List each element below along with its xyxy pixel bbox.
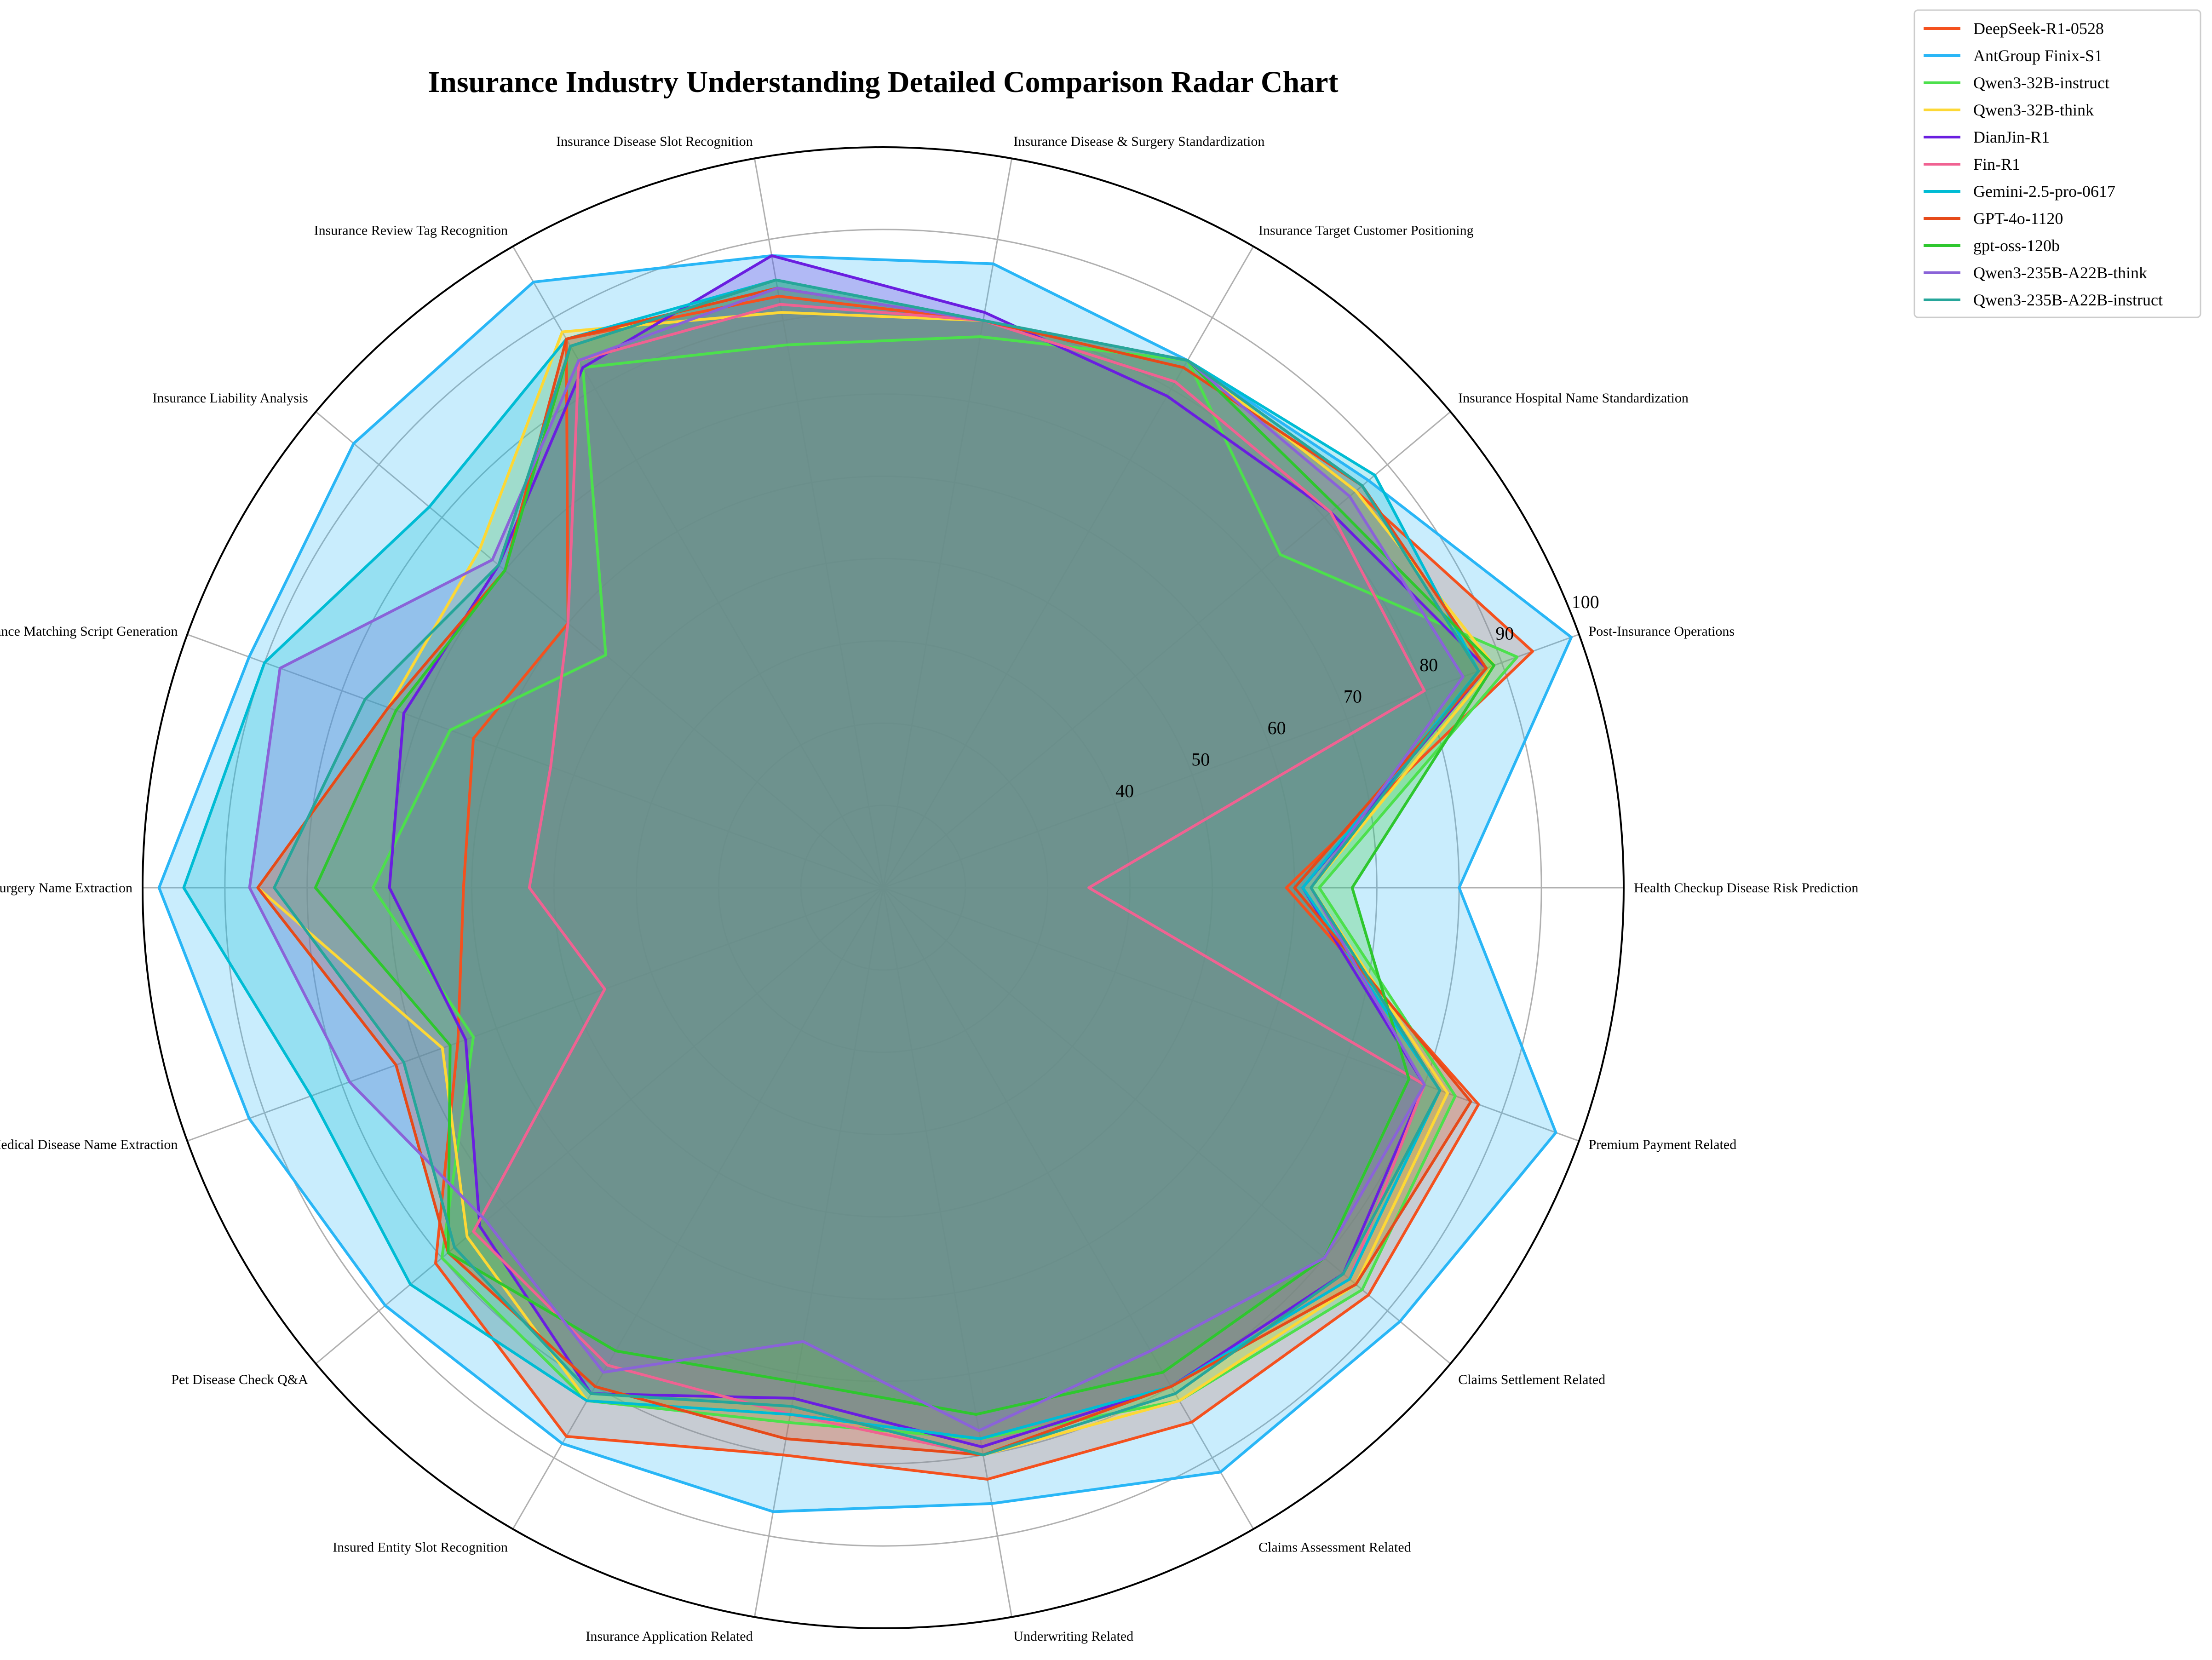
category-label: Insurance Matching Script Generation: [0, 624, 178, 639]
series-area-fin-r1: [473, 304, 1425, 1455]
legend-label: Qwen3-235B-A22B-instruct: [1973, 291, 2163, 309]
series-area-qwen3-235b-a22b-think: [249, 288, 1463, 1431]
grid-spoke: [187, 887, 884, 1142]
category-label: Insurance Liability Analysis: [153, 391, 308, 406]
legend-frame: [1913, 9, 2201, 318]
radial-tick-label: 70: [1344, 686, 1362, 707]
category-label: Medical Surgery Name Extraction: [0, 880, 132, 896]
legend-label: AntGroup Finix-S1: [1973, 46, 2103, 65]
series-area-gpt-oss-120b: [315, 280, 1494, 1415]
radial-tick-labels: 40 50 60 70 80 90 100: [1115, 592, 1599, 801]
series-line-gpt-4o-1120: [256, 287, 1488, 1457]
category-label: Claims Assessment Related: [1258, 1539, 1411, 1555]
chart-title: Insurance Industry Understanding Detaile…: [428, 65, 1338, 99]
legend-label: Qwen3-32B-think: [1973, 101, 2094, 119]
grid-spoke: [882, 158, 1013, 888]
series-area-gemini-2-5-pro-0617: [184, 280, 1479, 1439]
radial-tick-label: 90: [1495, 623, 1514, 644]
category-label: Medical Disease Name Extraction: [0, 1137, 178, 1152]
legend: DeepSeek-R1-0528 AntGroup Finix-S1 Qwen3-3…: [1913, 9, 2201, 318]
radial-tick-label: 60: [1268, 718, 1286, 738]
radial-tick-label: 100: [1572, 592, 1599, 612]
radial-tick-label: 40: [1115, 781, 1134, 801]
grid-spoke: [512, 887, 884, 1530]
radial-tick-label: 80: [1419, 655, 1438, 675]
category-label: Insurance Target Customer Positioning: [1258, 223, 1474, 238]
legend-label: GPT-4o-1120: [1973, 209, 2063, 228]
legend-label: Fin-R1: [1973, 155, 2020, 173]
series-area-qwen3-32b-instruct: [373, 337, 1517, 1439]
category-labels: Health Checkup Disease Risk Prediction Po…: [0, 134, 1858, 1644]
grid-spoke: [187, 633, 884, 889]
series-area-gpt-4o-1120: [258, 288, 1487, 1455]
grid-spoke: [883, 887, 1580, 1142]
category-label: Insurance Disease Slot Recognition: [556, 134, 753, 149]
radial-tick-label: 50: [1191, 749, 1210, 770]
outer-circle: [142, 146, 1625, 1629]
series-area-dianjin-r1: [389, 255, 1487, 1447]
grid-spoke: [512, 246, 884, 888]
category-label: Insurance Application Related: [586, 1629, 753, 1644]
legend-label: Qwen3-235B-A22B-think: [1973, 264, 2147, 282]
series-area-antgroup-finix-s1: [159, 255, 1572, 1512]
category-label: Insurance Review Tag Recognition: [314, 223, 508, 238]
category-label: Health Checkup Disease Risk Prediction: [1634, 880, 1858, 896]
category-label: Insured Entity Slot Recognition: [333, 1539, 508, 1555]
legend-label: gpt-oss-120b: [1973, 236, 2060, 255]
category-label: Underwriting Related: [1013, 1629, 1133, 1644]
series-line-qwen3-235b-a22b-instruct: [273, 278, 1480, 1457]
category-label: Premium Payment Related: [1589, 1137, 1737, 1152]
grid-spoke: [882, 246, 1254, 888]
category-label: Claims Settlement Related: [1458, 1372, 1605, 1387]
series-area-qwen3-235b-a22b-instruct: [274, 280, 1479, 1455]
category-label: Insurance Hospital Name Standardization: [1458, 391, 1689, 406]
series-lines: [157, 254, 1573, 1513]
category-label: Insurance Disease & Surgery Standardizat…: [1013, 134, 1264, 149]
grid-spoke: [882, 887, 1013, 1617]
legend-label: DianJin-R1: [1973, 128, 2050, 146]
legend-label: Qwen3-32B-instruct: [1973, 74, 2109, 92]
series-fills: [159, 255, 1572, 1512]
category-label: Post-Insurance Operations: [1589, 624, 1735, 639]
legend-label: DeepSeek-R1-0528: [1973, 19, 2104, 38]
grid-spoke: [753, 887, 884, 1617]
series-area-deepseek-r1-0528: [436, 296, 1533, 1479]
legend-items: DeepSeek-R1-0528 AntGroup Finix-S1 Qwen3-3…: [1924, 19, 2163, 309]
grid-spoke: [315, 411, 884, 889]
outer-frame: [142, 146, 1625, 1629]
category-label: Pet Disease Check Q&A: [171, 1372, 308, 1387]
legend-label: Gemini-2.5-pro-0617: [1973, 182, 2115, 201]
